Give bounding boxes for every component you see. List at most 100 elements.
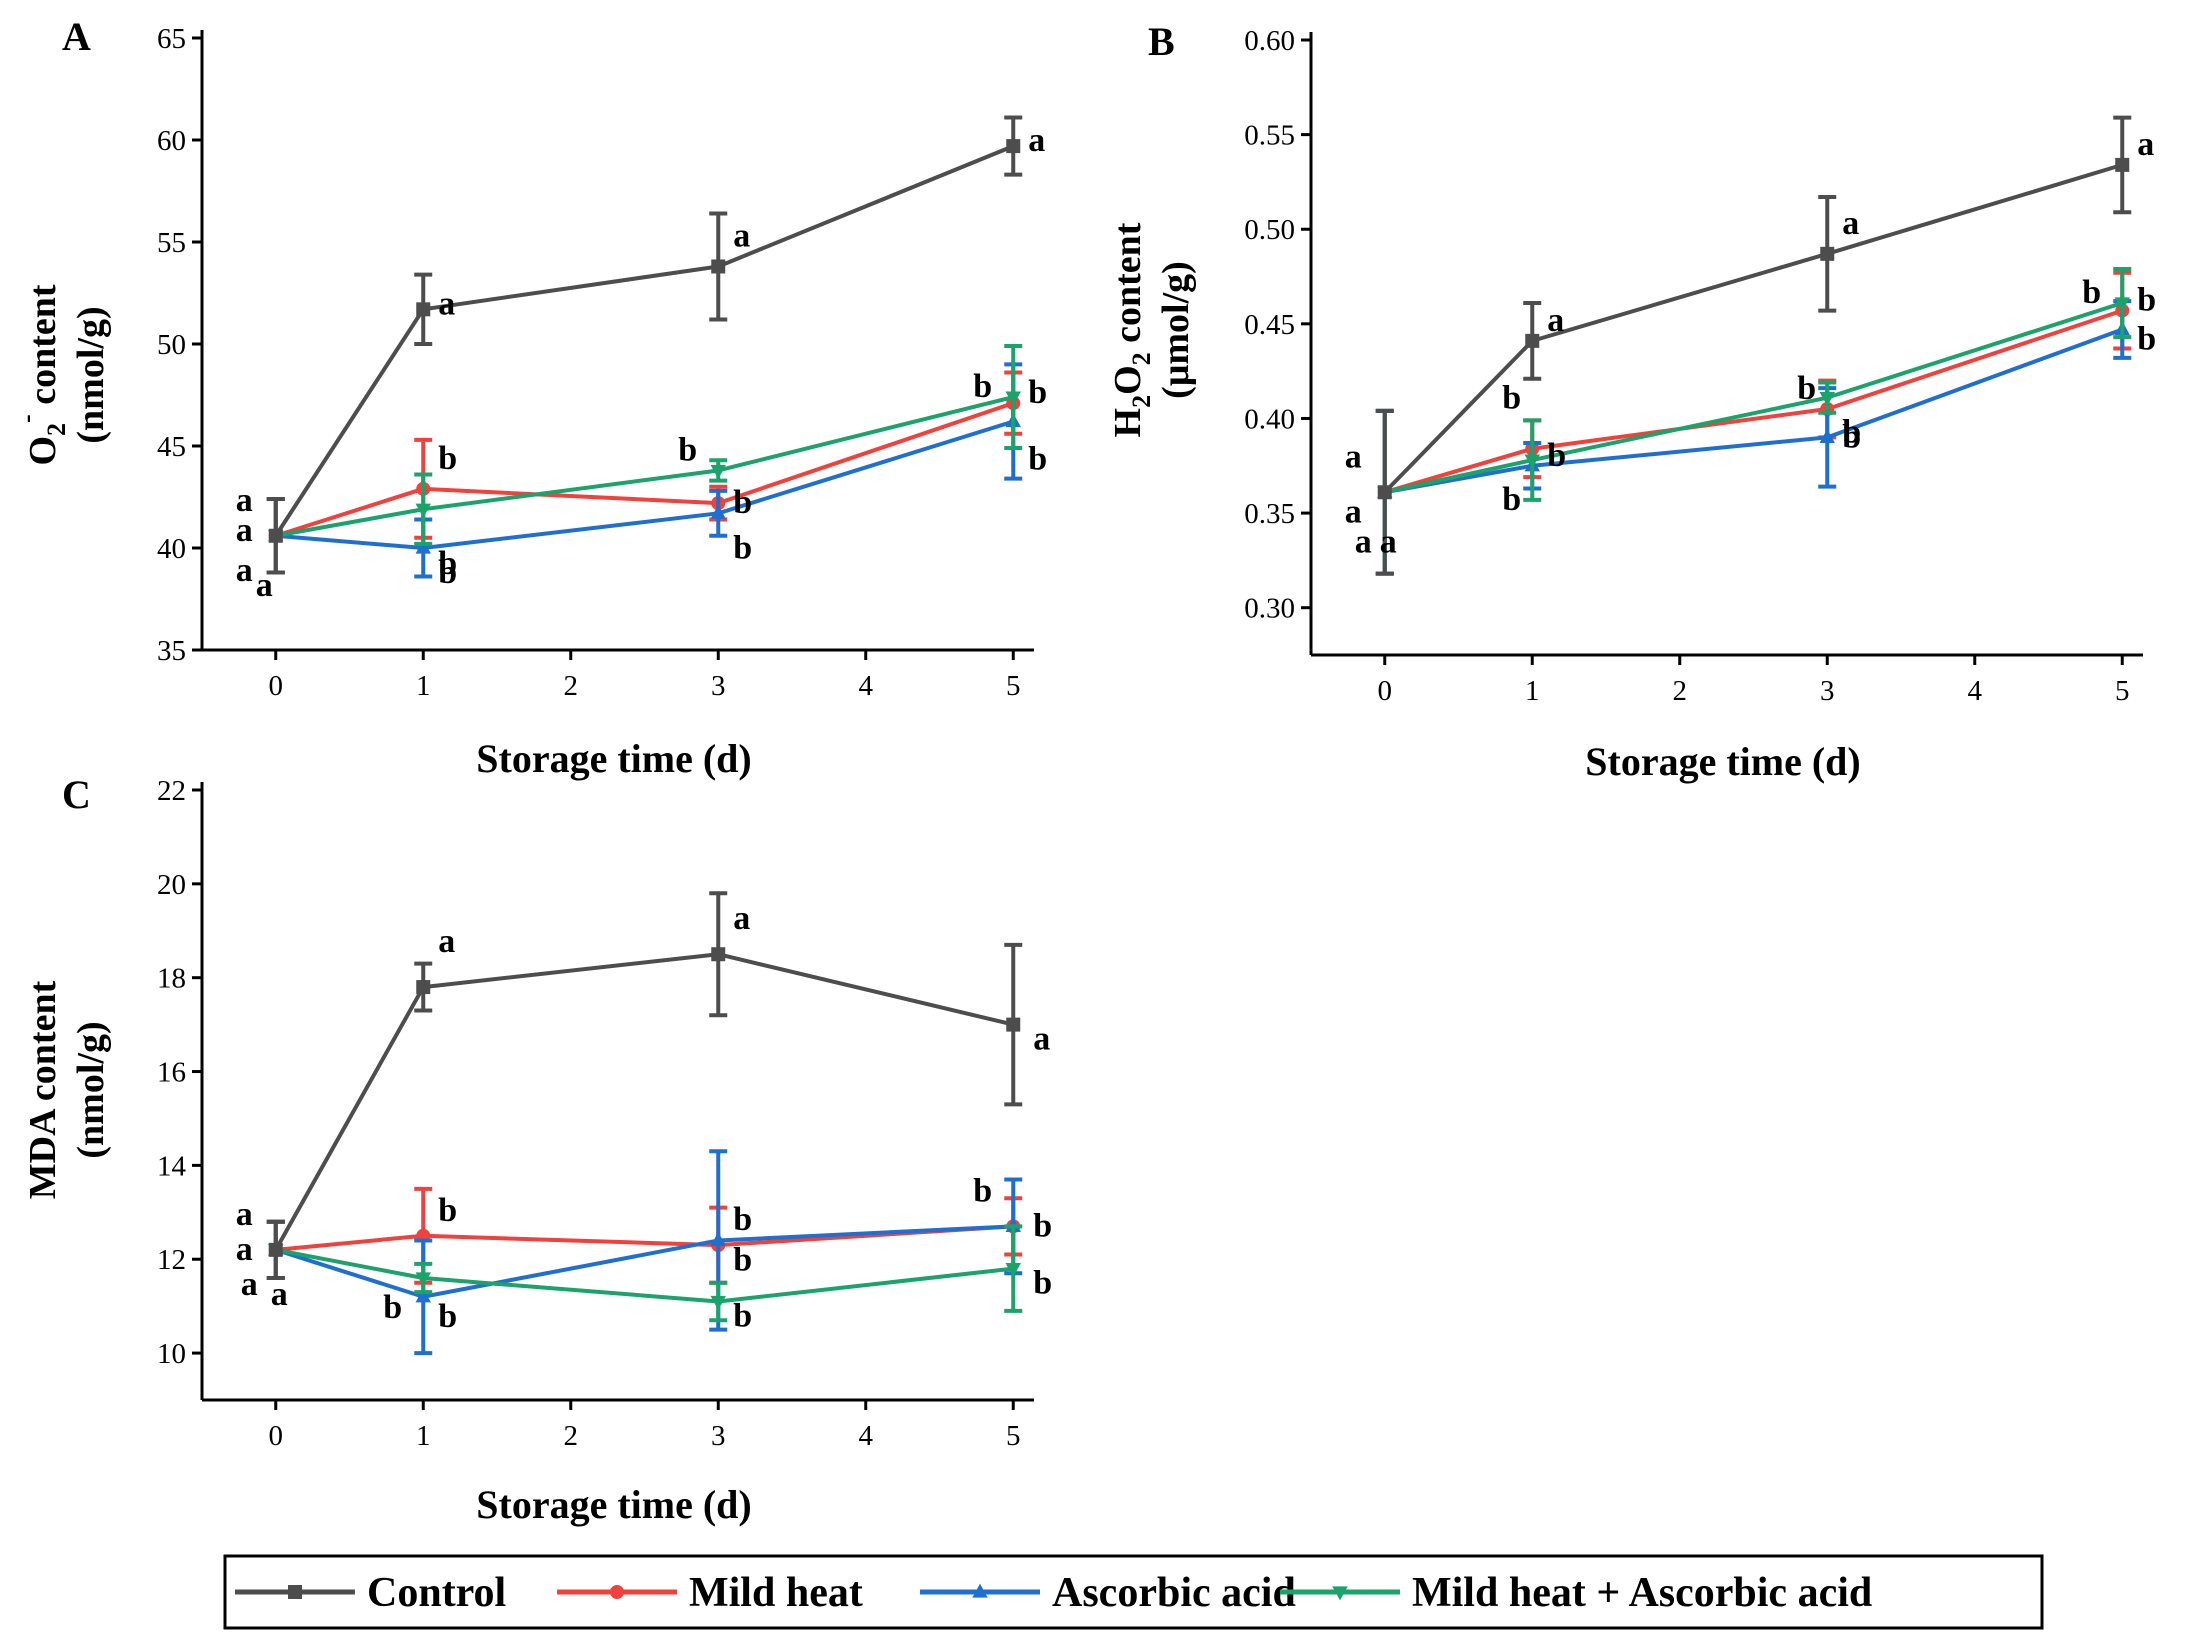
- panel-a: A Storage time (d) O2- content (nmol/g): [12, 14, 752, 781]
- panel-b-point-mild-heat-ascorbic-acid: [1819, 392, 1835, 407]
- panel-b-sig-letter: b: [1797, 370, 1816, 407]
- panel-a-ytick-label: 35: [157, 635, 186, 667]
- panel-c-sig-letter: b: [1033, 1265, 1052, 1302]
- panel-c-point-mild-heat-ascorbic-acid: [1005, 1263, 1021, 1278]
- panel-a-sig-letter: a: [1028, 122, 1045, 159]
- panel-b-sig-letter: a: [1842, 205, 1859, 242]
- panel-a-point-ascorbic-acid: [710, 504, 726, 519]
- panel-b-series-mild-heat-ascorbic-acid: [1375, 266, 2132, 576]
- panel-a-sig-letter: a: [256, 567, 273, 604]
- panel-c-sig-letter: a: [236, 1196, 253, 1233]
- panel-c-point-control: [711, 947, 726, 962]
- svg-text:(nmol/g): (nmol/g): [70, 306, 112, 443]
- panel-c-point-ascorbic-acid: [415, 1288, 431, 1303]
- panel-c-sig-letter: a: [236, 1231, 253, 1268]
- legend-swatch-marker: [288, 1585, 302, 1599]
- panel-b-sig-letter: b: [1842, 414, 1861, 451]
- panel-b-point-mild-heat-ascorbic-acid: [2114, 297, 2130, 312]
- svg-text:O2- content: O2- content: [12, 284, 71, 465]
- panel-a-sig-letter: a: [236, 482, 253, 519]
- panel-b-sig-letter: b: [1547, 437, 1566, 474]
- panel-a-ylabel: O2- content (nmol/g): [12, 284, 112, 465]
- panel-a-sig-letter: b: [1028, 374, 1047, 411]
- panel-b-series-ascorbic-acid: [1375, 299, 2132, 576]
- panel-a-sig-letter: a: [438, 285, 455, 322]
- panel-a-point-control: [1006, 139, 1021, 154]
- panel-c-sig-letter: b: [438, 1192, 457, 1229]
- legend-label: Control: [367, 1570, 506, 1616]
- panel-a-xtick-label: 1: [416, 670, 431, 702]
- panel-b-xtick-label: 5: [2115, 675, 2130, 707]
- panel-c-line-mild-heat: [275, 1224, 1014, 1252]
- panel-b-line-control: [1383, 162, 2123, 494]
- panel-a-series-control: [266, 115, 1023, 575]
- panel-a-xtick-label: 5: [1006, 670, 1021, 702]
- panel-a-ytick-label: 40: [157, 533, 186, 565]
- svg-text:(μmol/g): (μmol/g): [1155, 261, 1197, 399]
- panel-c-xtick-label: 2: [564, 1420, 579, 1452]
- panel-b-ytick-label: 0.50: [1244, 214, 1295, 246]
- panel-a-sig-letter: b: [678, 431, 697, 468]
- panel-a-xlabel: Storage time (d): [476, 736, 751, 781]
- panel-b-sig-letter: b: [1502, 380, 1521, 417]
- panel-a-line-ascorbic-acid: [275, 419, 1014, 550]
- panel-b-ytick-label: 0.45: [1244, 309, 1295, 341]
- panel-c-sig-letter: b: [973, 1172, 992, 1209]
- panel-c-sig-letter: b: [733, 1201, 752, 1238]
- panel-b-xtick-label: 3: [1820, 675, 1835, 707]
- legend-item-mild-heat-ascorbic-acid: Mild heat + Ascorbic acid: [1280, 1570, 1872, 1616]
- panel-a-sig-letter: b: [733, 484, 752, 521]
- panel-c-line-control: [274, 952, 1014, 1251]
- panel-c-xlabel: Storage time (d): [476, 1482, 751, 1527]
- panel-c-line-mild-heat-ascorbic-acid: [275, 1247, 1014, 1304]
- panel-a-xtick-label: 4: [859, 670, 874, 702]
- panel-a-point-control: [711, 259, 726, 274]
- panel-c-ytick-label: 22: [157, 775, 186, 807]
- panel-c-point-ascorbic-acid: [710, 1232, 726, 1247]
- panel-c-ytick-label: 14: [157, 1150, 187, 1182]
- panel-a-point-mild-heat-ascorbic-acid: [415, 503, 431, 518]
- panel-a-sig-letter: a: [236, 552, 253, 589]
- svg-text:MDA content: MDA content: [22, 980, 64, 1199]
- legend-item-control: Control: [235, 1570, 506, 1616]
- panel-c-ytick-label: 16: [157, 1057, 186, 1089]
- panel-c-sig-letter: b: [1033, 1207, 1052, 1244]
- panel-b-ytick-label: 0.40: [1244, 403, 1295, 435]
- panel-c-point-control: [416, 980, 431, 995]
- panel-c-sig-letter: a: [438, 923, 455, 960]
- panel-b-series-control: [1375, 115, 2132, 576]
- panel-b-sig-letter: b: [2137, 321, 2156, 358]
- panel-a-sig-letter: b: [733, 529, 752, 566]
- panel-b-ytick-label: 0.30: [1244, 593, 1295, 625]
- panel-a-series-mild-heat-ascorbic-acid: [266, 344, 1023, 575]
- panel-b-sig-letter: b: [2137, 282, 2156, 319]
- panel-a-sig-letter: b: [1028, 441, 1047, 478]
- panel-a-ytick-label: 65: [157, 23, 186, 55]
- legend-swatch-marker: [972, 1583, 988, 1598]
- svg-text:H2O2 content: H2O2 content: [1107, 222, 1156, 437]
- panel-c-point-control: [1006, 1017, 1021, 1032]
- svg-text:(nmol/g): (nmol/g): [70, 1021, 112, 1158]
- panel-a-line-mild-heat-ascorbic-acid: [275, 395, 1014, 538]
- panel-b-xlabel: Storage time (d): [1585, 739, 1860, 784]
- panel-b-sig-letter: b: [1502, 481, 1521, 518]
- panel-a-sig-letter: a: [236, 512, 253, 549]
- legend-item-mild-heat: Mild heat: [557, 1570, 863, 1616]
- panel-c-series-control: [266, 891, 1023, 1280]
- legend-label: Ascorbic acid: [1052, 1570, 1296, 1616]
- panel-c-xtick-label: 3: [711, 1420, 726, 1452]
- panel-b-point-control: [1820, 246, 1835, 261]
- legend-swatch-marker: [1332, 1586, 1348, 1601]
- panel-c-xtick-label: 4: [859, 1420, 874, 1452]
- panel-b-point-ascorbic-acid: [1819, 428, 1835, 443]
- panel-a-label: A: [62, 14, 91, 59]
- panel-a-sig-letter: b: [438, 554, 457, 591]
- panel-c-line-ascorbic-acid: [275, 1224, 1014, 1299]
- panel-b-sig-letter: a: [1547, 302, 1564, 339]
- panel-c-point-mild-heat-ascorbic-acid: [415, 1272, 431, 1287]
- panel-c-xtick-label: 5: [1006, 1420, 1021, 1452]
- legend-box: [223, 1554, 2044, 1630]
